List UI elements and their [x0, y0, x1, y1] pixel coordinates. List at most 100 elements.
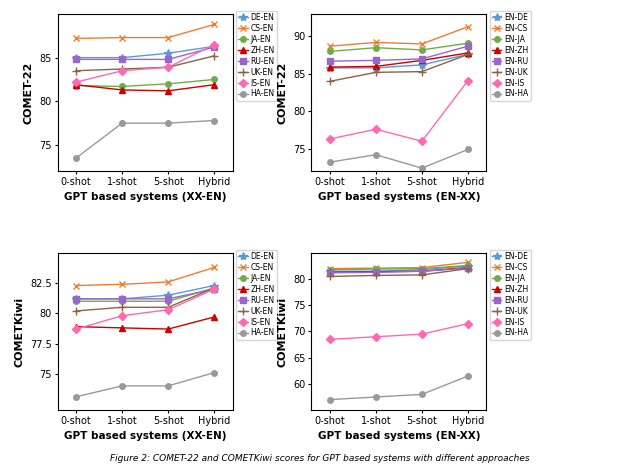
- Line: DE-EN: DE-EN: [72, 281, 218, 303]
- EN-JA: [464, 41, 472, 46]
- IS-EN: [118, 313, 126, 319]
- EN-DE: [418, 62, 426, 68]
- EN-ZH: [418, 268, 426, 274]
- Text: Figure 2: COMET-22 and COMETKiwi scores for GPT based systems with different app: Figure 2: COMET-22 and COMETKiwi scores …: [110, 454, 530, 463]
- EN-JA: [418, 47, 426, 53]
- HA-EN: [118, 383, 126, 389]
- EN-DE: [326, 65, 333, 71]
- EN-RU: [418, 56, 426, 62]
- EN-UK: [372, 273, 380, 278]
- EN-DE: [372, 65, 380, 71]
- EN-DE: [418, 267, 426, 273]
- EN-IS: [372, 126, 380, 132]
- X-axis label: GPT based systems (XX-EN): GPT based systems (XX-EN): [64, 431, 227, 441]
- EN-ZH: [326, 64, 333, 70]
- Line: EN-IS: EN-IS: [327, 321, 471, 342]
- UK-EN: [118, 66, 126, 72]
- Y-axis label: COMETKiwi: COMETKiwi: [278, 296, 288, 367]
- HA-EN: [72, 394, 80, 399]
- EN-IS: [418, 138, 426, 144]
- EN-IS: [326, 136, 333, 142]
- Y-axis label: COMETKiwi: COMETKiwi: [15, 296, 25, 367]
- EN-HA: [372, 152, 380, 158]
- EN-CS: [326, 266, 333, 271]
- ZH-EN: [72, 324, 80, 329]
- EN-DE: [464, 52, 472, 57]
- Line: EN-RU: EN-RU: [327, 43, 471, 64]
- HA-EN: [164, 120, 172, 126]
- DE-EN: [211, 283, 218, 288]
- EN-ZH: [372, 269, 380, 274]
- IS-EN: [72, 79, 80, 85]
- RU-EN: [211, 44, 218, 50]
- DE-EN: [211, 43, 218, 49]
- EN-JA: [418, 266, 426, 271]
- EN-CS: [418, 265, 426, 270]
- EN-RU: [464, 265, 472, 271]
- EN-JA: [464, 263, 472, 268]
- EN-HA: [326, 159, 333, 165]
- UK-EN: [164, 64, 172, 70]
- IS-EN: [164, 64, 172, 70]
- EN-ZH: [464, 265, 472, 270]
- Line: DE-EN: DE-EN: [72, 42, 218, 62]
- X-axis label: GPT based systems (XX-EN): GPT based systems (XX-EN): [64, 192, 227, 202]
- Line: HA-EN: HA-EN: [73, 370, 217, 399]
- EN-UK: [326, 79, 333, 84]
- EN-UK: [326, 274, 333, 279]
- UK-EN: [118, 304, 126, 310]
- EN-UK: [372, 69, 380, 75]
- ZH-EN: [72, 82, 80, 88]
- EN-JA: [326, 267, 333, 273]
- Line: EN-DE: EN-DE: [326, 50, 472, 72]
- Line: UK-EN: UK-EN: [72, 52, 218, 75]
- Line: EN-IS: EN-IS: [327, 78, 471, 144]
- Line: EN-UK: EN-UK: [326, 264, 472, 281]
- ZH-EN: [164, 88, 172, 94]
- EN-CS: [372, 265, 380, 271]
- HA-EN: [211, 370, 218, 376]
- EN-RU: [464, 43, 472, 49]
- CS-EN: [164, 35, 172, 41]
- CS-EN: [211, 21, 218, 27]
- CS-EN: [118, 281, 126, 287]
- EN-IS: [372, 334, 380, 340]
- JA-EN: [72, 298, 80, 304]
- EN-CS: [326, 43, 333, 49]
- Legend: DE-EN, CS-EN, JA-EN, ZH-EN, RU-EN, UK-EN, IS-EN, HA-EN: DE-EN, CS-EN, JA-EN, ZH-EN, RU-EN, UK-EN…: [236, 250, 277, 340]
- UK-EN: [211, 285, 218, 291]
- Line: IS-EN: IS-EN: [73, 287, 217, 332]
- EN-CS: [372, 40, 380, 45]
- ZH-EN: [164, 326, 172, 332]
- RU-EN: [164, 296, 172, 302]
- EN-IS: [326, 336, 333, 342]
- EN-RU: [326, 270, 333, 275]
- EN-UK: [464, 266, 472, 271]
- EN-RU: [372, 58, 380, 63]
- RU-EN: [72, 296, 80, 302]
- EN-ZH: [418, 58, 426, 63]
- EN-RU: [326, 58, 333, 64]
- HA-EN: [72, 155, 80, 161]
- DE-EN: [72, 55, 80, 61]
- IS-EN: [211, 287, 218, 292]
- Line: JA-EN: JA-EN: [73, 77, 217, 89]
- Line: CS-EN: CS-EN: [73, 22, 217, 41]
- Legend: EN-DE, EN-CS, EN-JA, EN-ZH, EN-RU, EN-UK, EN-IS, EN-HA: EN-DE, EN-CS, EN-JA, EN-ZH, EN-RU, EN-UK…: [490, 11, 531, 101]
- UK-EN: [72, 68, 80, 74]
- CS-EN: [72, 283, 80, 288]
- DE-EN: [118, 55, 126, 61]
- CS-EN: [211, 265, 218, 270]
- EN-HA: [326, 397, 333, 403]
- UK-EN: [72, 308, 80, 314]
- EN-HA: [372, 394, 380, 400]
- RU-EN: [211, 287, 218, 292]
- Line: JA-EN: JA-EN: [73, 285, 217, 304]
- Line: EN-ZH: EN-ZH: [327, 265, 471, 275]
- EN-UK: [464, 52, 472, 57]
- RU-EN: [164, 56, 172, 62]
- Line: CS-EN: CS-EN: [73, 265, 217, 288]
- Line: IS-EN: IS-EN: [73, 42, 217, 85]
- Y-axis label: COMET-22: COMET-22: [24, 62, 34, 124]
- EN-ZH: [372, 63, 380, 69]
